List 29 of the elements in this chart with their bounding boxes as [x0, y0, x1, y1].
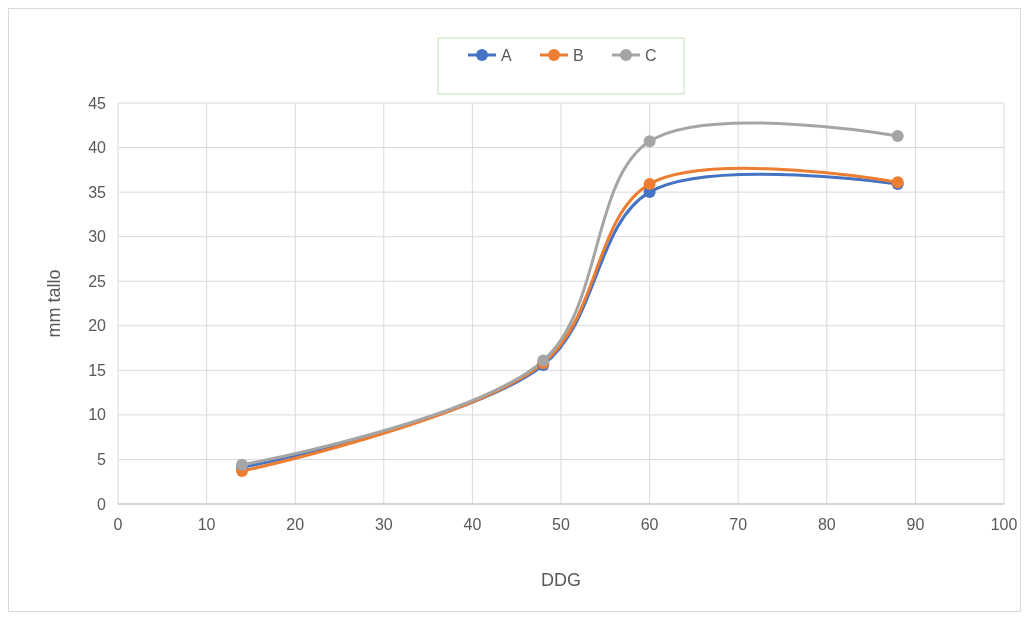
x-tick-label: 60: [640, 516, 659, 533]
y-tick-label: 5: [97, 451, 107, 469]
x-tick-label: 30: [374, 516, 393, 533]
y-tick-label: 45: [88, 94, 107, 112]
x-tick-label: 20: [286, 516, 305, 533]
y-tick-label: 40: [88, 139, 107, 157]
y-tick-label: 35: [88, 183, 107, 201]
x-tick-label: 80: [817, 516, 836, 533]
y-tick-label: 25: [88, 272, 107, 290]
x-tick-label: 0: [113, 516, 123, 533]
point: [891, 129, 904, 142]
y-tick-label: 10: [88, 406, 107, 424]
point: [643, 135, 656, 148]
x-tick-label: 10: [197, 516, 216, 533]
x-tick-label: 40: [463, 516, 482, 533]
x-tick-label: 90: [906, 516, 925, 533]
point: [643, 178, 656, 191]
legend-label: A: [501, 46, 512, 64]
y-tick-label: 20: [88, 317, 107, 335]
x-tick-label: 70: [729, 516, 748, 533]
y-tick-label: 30: [88, 228, 107, 246]
y-tick-label: 0: [97, 495, 107, 513]
legend-label: C: [645, 46, 657, 64]
y-tick-label: 15: [88, 361, 107, 379]
legend-label: B: [573, 46, 584, 64]
x-tick-label: 100: [990, 516, 1018, 533]
y-axis-title: mm tallo: [44, 269, 64, 338]
x-axis-title: DDG: [541, 570, 581, 590]
x-tick-label: 50: [552, 516, 570, 533]
